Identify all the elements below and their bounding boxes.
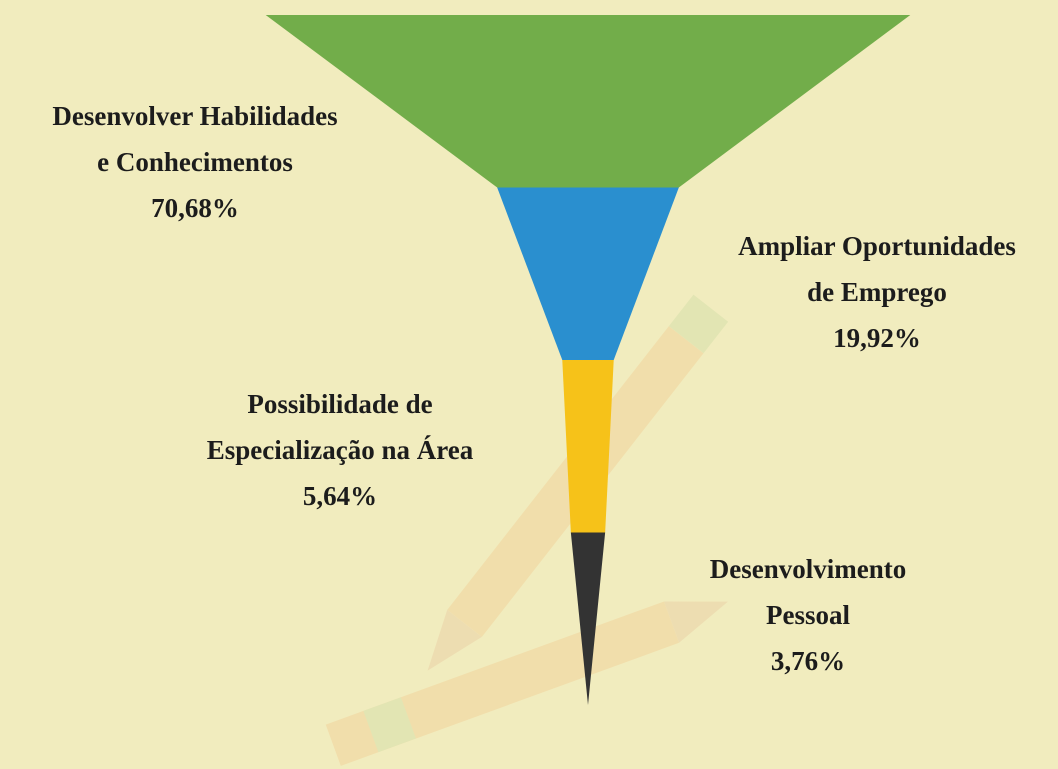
stage-label: Possibilidade de Especialização na Área 5,… bbox=[207, 381, 473, 519]
decoration bbox=[325, 294, 729, 766]
stage-name: Desenvolvimento bbox=[709, 554, 907, 584]
funnel-segment bbox=[562, 360, 614, 533]
stage-label: Desenvolvimento Pessoal 3,76% bbox=[710, 546, 906, 684]
stage-name: Possibilidade de bbox=[247, 389, 433, 419]
funnel-segment bbox=[265, 15, 911, 188]
stage-name: Especialização na Área bbox=[206, 435, 474, 465]
stage-value: 70,68% bbox=[151, 193, 239, 223]
stage-label: Ampliar Oportunidades de Emprego 19,92% bbox=[738, 223, 1016, 361]
stage-name: e Conhecimentos bbox=[97, 147, 293, 177]
stage-value: 3,76% bbox=[770, 646, 846, 676]
stage-label: Desenvolver Habilidades e Conhecimentos 70… bbox=[52, 93, 337, 231]
funnel-segment bbox=[497, 187, 679, 360]
funnel-segment bbox=[570, 532, 606, 705]
stage-name: de Emprego bbox=[807, 277, 947, 307]
stage-name: Ampliar Oportunidades bbox=[738, 231, 1016, 261]
stage-name: Desenvolver Habilidades bbox=[52, 101, 338, 131]
stage-name: Pessoal bbox=[765, 600, 850, 630]
stage-value: 5,64% bbox=[302, 481, 378, 511]
stage-value: 19,92% bbox=[833, 323, 921, 353]
